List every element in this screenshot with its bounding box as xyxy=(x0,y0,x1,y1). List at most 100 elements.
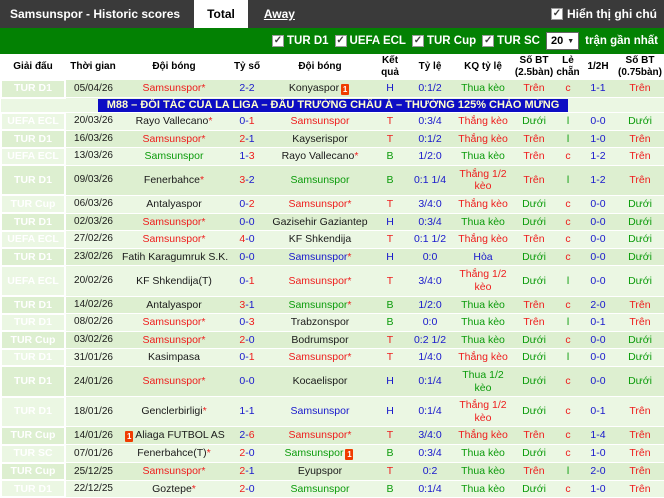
score: 1-3 xyxy=(227,147,267,166)
odd-even: l xyxy=(555,164,581,196)
away-team: Samsunspor* xyxy=(267,247,373,266)
col-header-half-score: 1/2H xyxy=(581,54,615,80)
home-goals: 3 xyxy=(239,174,246,187)
over-under-25: Trên xyxy=(513,79,555,98)
half-time-score: 1-0 xyxy=(581,444,615,463)
handicap-result: Thắng kèo xyxy=(453,426,513,445)
away-team: Samsunspor xyxy=(267,164,373,196)
handicap-result: Thua kèo xyxy=(453,462,513,481)
promoted-star: * xyxy=(201,316,206,329)
promoted-star: * xyxy=(347,197,352,210)
half-time-score: 0-0 xyxy=(581,365,615,397)
handicap-result: Thắng 1/2 kèo xyxy=(453,265,513,297)
result-letter: T xyxy=(373,129,407,148)
banner-row: M88 – ĐỐI TÁC CỦA LA LIGA – ĐẤU TRƯỜNG C… xyxy=(1,97,664,113)
checkbox-checked-icon[interactable] xyxy=(482,35,495,47)
match-date: 24/01/26 xyxy=(65,365,121,397)
match-date: 07/01/26 xyxy=(65,444,121,463)
match-row: UEFA ECL 20/03/26 Rayo Vallecano* 0-1 Samsun… xyxy=(0,111,664,132)
score: 2-1 xyxy=(227,462,267,481)
home-team-name: Samsunspor xyxy=(142,215,202,228)
promoted-star: * xyxy=(201,333,206,346)
result-letter: B xyxy=(373,295,407,314)
promoted-star: * xyxy=(347,429,352,442)
away-team: Samsunspor 1 xyxy=(267,444,373,463)
match-date: 27/02/26 xyxy=(65,230,121,249)
home-team-name: Samsunspor xyxy=(144,150,204,163)
league-badge: TUR Cup xyxy=(0,425,66,446)
over-under-25: Dưới xyxy=(513,396,555,427)
home-goals: 0 xyxy=(239,316,246,329)
away-team: Samsunspor xyxy=(267,396,373,427)
league-badge: UEFA ECL xyxy=(0,264,66,298)
away-team-name: Trabzonspor xyxy=(290,316,350,329)
over-under-075: Trên xyxy=(615,164,664,196)
over-under-25: Trên xyxy=(513,295,555,314)
half-time-score: 1-1 xyxy=(581,79,615,98)
result-letter: T xyxy=(373,265,407,297)
home-team: Samsunspor xyxy=(121,147,227,166)
filter-tur-cup[interactable]: TUR Cup xyxy=(411,35,476,47)
promoted-star: * xyxy=(354,150,359,163)
half-time-score: 0-1 xyxy=(581,396,615,427)
over-under-25: Trên xyxy=(513,313,555,332)
over-under-075: Dưới xyxy=(615,348,664,367)
filter-uefa-ecl[interactable]: UEFA ECL xyxy=(334,35,406,47)
score-dash: - xyxy=(245,405,249,418)
filter-tur-d1[interactable]: TUR D1 xyxy=(271,35,329,47)
score: 0-1 xyxy=(227,348,267,367)
odd-even: c xyxy=(555,330,581,349)
match-row: UEFA ECL 13/03/26 Samsunspor 1-3 Rayo Vallec… xyxy=(0,146,664,167)
score: 4-0 xyxy=(227,230,267,249)
away-team-name: Kocaelispor xyxy=(292,375,348,388)
home-team-name: Fenerbahce(T) xyxy=(137,447,207,460)
half-time-score: 0-0 xyxy=(581,265,615,297)
over-under-075: Trên xyxy=(615,79,664,98)
home-team: Fenerbahce(T)* xyxy=(121,444,227,463)
score-dash: - xyxy=(245,375,249,388)
show-notes-toggle[interactable]: Hiển thị ghi chú xyxy=(551,7,664,21)
league-badge: TUR Cup xyxy=(0,461,66,482)
home-goals: 2 xyxy=(239,132,246,145)
odd-even: c xyxy=(555,365,581,397)
home-goals: 2 xyxy=(239,447,246,460)
match-count-select[interactable]: 20 xyxy=(545,32,580,50)
league-badge: TUR D1 xyxy=(0,247,66,267)
filter-tur-sc[interactable]: TUR SC xyxy=(482,35,540,47)
odd-even: c xyxy=(555,79,581,98)
over-under-075: Dưới xyxy=(615,212,664,231)
score: 2-1 xyxy=(227,129,267,148)
over-under-25: Dưới xyxy=(513,348,555,367)
checkbox-checked-icon[interactable] xyxy=(334,35,347,47)
league-badge: TUR D1 xyxy=(0,395,66,428)
checkbox-checked-icon[interactable] xyxy=(551,8,563,20)
odd-even: l xyxy=(555,129,581,148)
red-card-icon: 1 xyxy=(345,449,354,461)
match-date: 31/01/26 xyxy=(65,348,121,367)
half-time-score: 1-0 xyxy=(581,129,615,148)
promoted-star: * xyxy=(201,82,206,95)
away-team-name: Samsunspor xyxy=(288,274,348,287)
promoted-star: * xyxy=(201,233,206,246)
away-team-name: Samsunspor xyxy=(290,482,350,495)
away-team-name: Samsunspor xyxy=(290,115,350,127)
home-team: 1 Aliaga FUTBOL AS xyxy=(121,426,227,445)
away-team: Samsunspor* xyxy=(267,348,373,367)
page-title: Samsunspor - Historic scores xyxy=(10,7,181,21)
league-badge: TUR D1 xyxy=(0,312,66,333)
league-badge: TUR Cup xyxy=(0,330,66,350)
half-time-score: 0-1 xyxy=(581,313,615,332)
promoted-star: * xyxy=(202,405,207,418)
odd-even: l xyxy=(555,313,581,332)
match-row: TUR D1 05/04/26 Samsunspor* 2-2 Konyaspor 1 H 0… xyxy=(0,78,664,99)
ad-banner[interactable]: M88 – ĐỐI TÁC CỦA LA LIGA – ĐẤU TRƯỜNG C… xyxy=(97,98,569,112)
home-team-name: KF Shkendija(T) xyxy=(136,274,212,287)
result-letter: T xyxy=(373,194,407,214)
checkbox-checked-icon[interactable] xyxy=(271,35,284,47)
match-row: TUR D1 08/02/26 Samsunspor* 0-3 Trabzonspor B… xyxy=(0,312,664,333)
home-team-name: Samsunspor xyxy=(142,132,202,145)
tab-away[interactable]: Away xyxy=(263,7,295,21)
checkbox-checked-icon[interactable] xyxy=(411,35,424,47)
tab-total[interactable]: Total xyxy=(194,0,248,28)
home-team: Rayo Vallecano* xyxy=(121,112,227,131)
